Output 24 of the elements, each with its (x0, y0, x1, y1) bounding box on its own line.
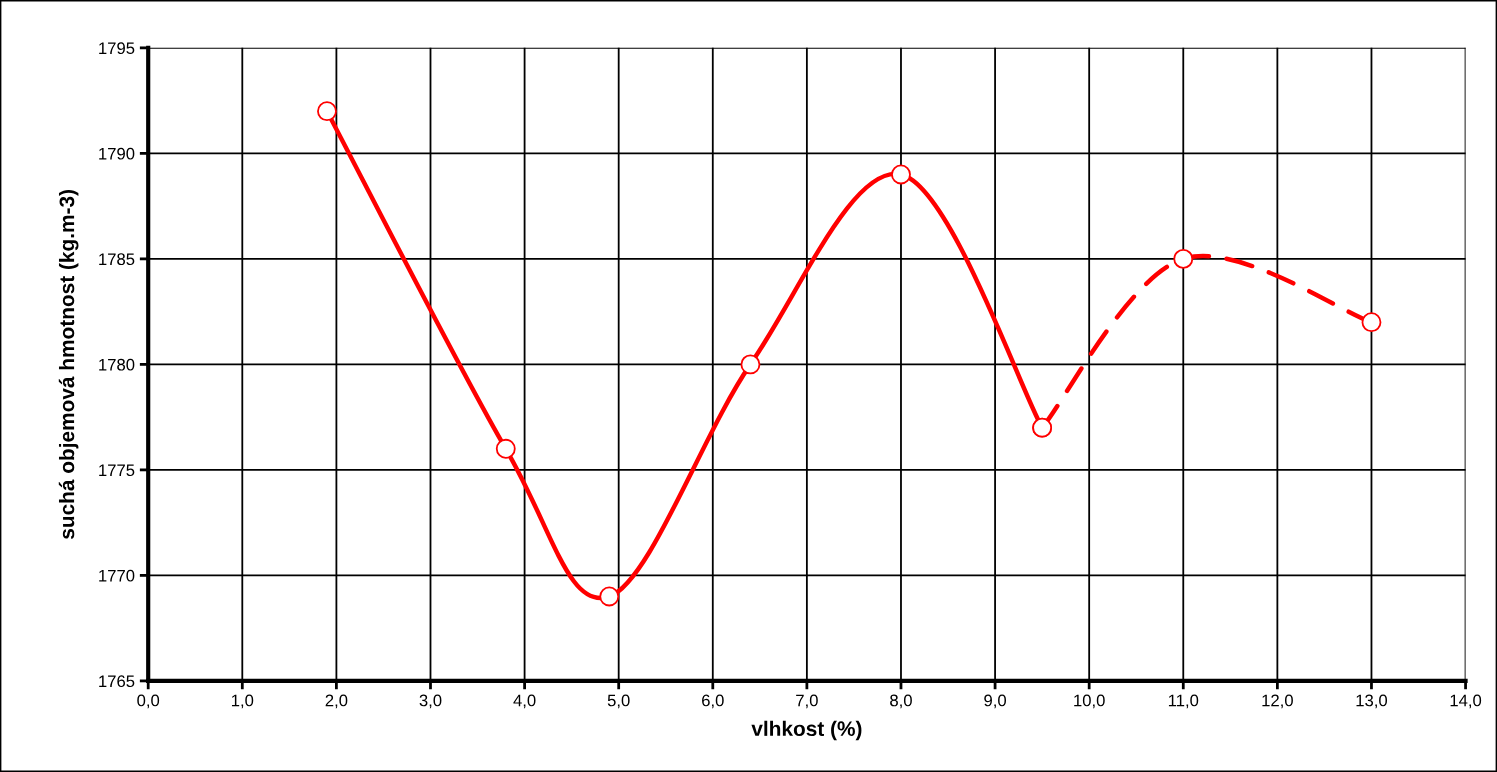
y-tick-label: 1770 (99, 569, 135, 582)
x-tick-label: 4,0 (513, 694, 536, 709)
y-tick-label: 1785 (99, 253, 135, 266)
x-tick-label: 0,0 (137, 694, 160, 709)
x-tick-label: 2,0 (325, 694, 348, 709)
x-tick-label: 9,0 (984, 694, 1007, 709)
x-tick-label: 3,0 (419, 694, 442, 709)
x-axis-title: vlhkost (%) (751, 720, 862, 741)
y-tick-label: 1765 (99, 675, 135, 688)
y-tick-label: 1780 (99, 358, 135, 371)
x-tick-label: 12,0 (1262, 694, 1293, 709)
y-tick-label: 1795 (99, 42, 135, 55)
x-tick-label: 5,0 (607, 694, 630, 709)
x-tick-label: 14,0 (1450, 694, 1482, 709)
y-tick-label: 1790 (99, 147, 135, 160)
x-tick-label: 6,0 (702, 694, 724, 709)
x-tick-label: 7,0 (796, 694, 818, 709)
x-tick-label: 8,0 (890, 694, 912, 709)
x-tick-label: 13,0 (1356, 694, 1388, 709)
x-tick-label: 11,0 (1168, 694, 1199, 709)
x-tick-label: 1,0 (231, 694, 254, 709)
y-axis-title: suchá objemová hmotnost (kg.m-3) (58, 190, 79, 540)
x-tick-label: 10,0 (1074, 694, 1105, 709)
y-tick-label: 1775 (99, 464, 135, 477)
